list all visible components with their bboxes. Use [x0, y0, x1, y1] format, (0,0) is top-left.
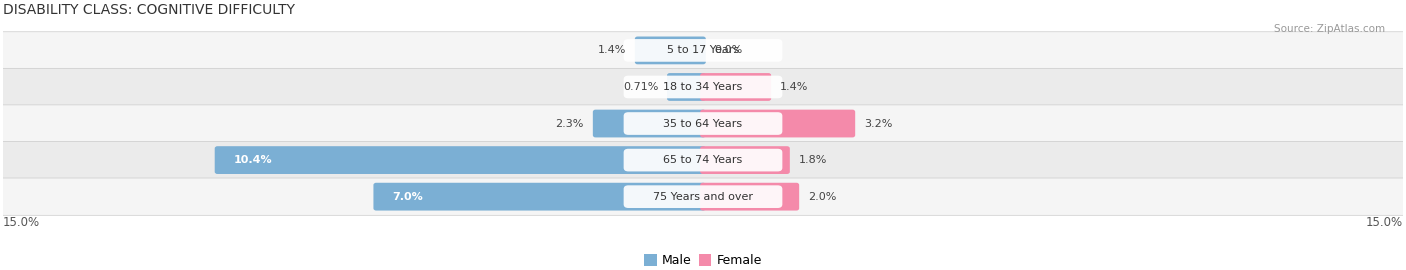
Text: 0.71%: 0.71% — [623, 82, 658, 92]
Text: 10.4%: 10.4% — [233, 155, 273, 165]
Text: 65 to 74 Years: 65 to 74 Years — [664, 155, 742, 165]
Text: 5 to 17 Years: 5 to 17 Years — [666, 45, 740, 55]
FancyBboxPatch shape — [624, 112, 782, 135]
Text: 15.0%: 15.0% — [3, 217, 39, 230]
FancyBboxPatch shape — [624, 39, 782, 62]
FancyBboxPatch shape — [624, 185, 782, 208]
FancyBboxPatch shape — [0, 178, 1406, 215]
FancyBboxPatch shape — [374, 183, 706, 211]
FancyBboxPatch shape — [636, 36, 706, 64]
Legend: Male, Female: Male, Female — [644, 254, 762, 267]
FancyBboxPatch shape — [624, 149, 782, 171]
FancyBboxPatch shape — [215, 146, 706, 174]
FancyBboxPatch shape — [0, 105, 1406, 142]
FancyBboxPatch shape — [0, 68, 1406, 106]
Text: DISABILITY CLASS: COGNITIVE DIFFICULTY: DISABILITY CLASS: COGNITIVE DIFFICULTY — [3, 3, 295, 17]
FancyBboxPatch shape — [700, 73, 770, 101]
Text: 1.4%: 1.4% — [598, 45, 626, 55]
FancyBboxPatch shape — [593, 110, 706, 137]
Text: 3.2%: 3.2% — [865, 119, 893, 129]
FancyBboxPatch shape — [0, 141, 1406, 179]
Text: 7.0%: 7.0% — [392, 192, 423, 202]
Text: 75 Years and over: 75 Years and over — [652, 192, 754, 202]
FancyBboxPatch shape — [666, 73, 706, 101]
FancyBboxPatch shape — [700, 146, 790, 174]
FancyBboxPatch shape — [700, 183, 799, 211]
FancyBboxPatch shape — [700, 110, 855, 137]
Text: 1.4%: 1.4% — [780, 82, 808, 92]
Text: 2.0%: 2.0% — [808, 192, 837, 202]
Text: 1.8%: 1.8% — [799, 155, 827, 165]
Text: 18 to 34 Years: 18 to 34 Years — [664, 82, 742, 92]
Text: 15.0%: 15.0% — [1367, 217, 1403, 230]
Text: 35 to 64 Years: 35 to 64 Years — [664, 119, 742, 129]
FancyBboxPatch shape — [0, 32, 1406, 69]
Text: 2.3%: 2.3% — [555, 119, 583, 129]
FancyBboxPatch shape — [624, 76, 782, 98]
Text: Source: ZipAtlas.com: Source: ZipAtlas.com — [1274, 24, 1385, 34]
Text: 0.0%: 0.0% — [714, 45, 742, 55]
